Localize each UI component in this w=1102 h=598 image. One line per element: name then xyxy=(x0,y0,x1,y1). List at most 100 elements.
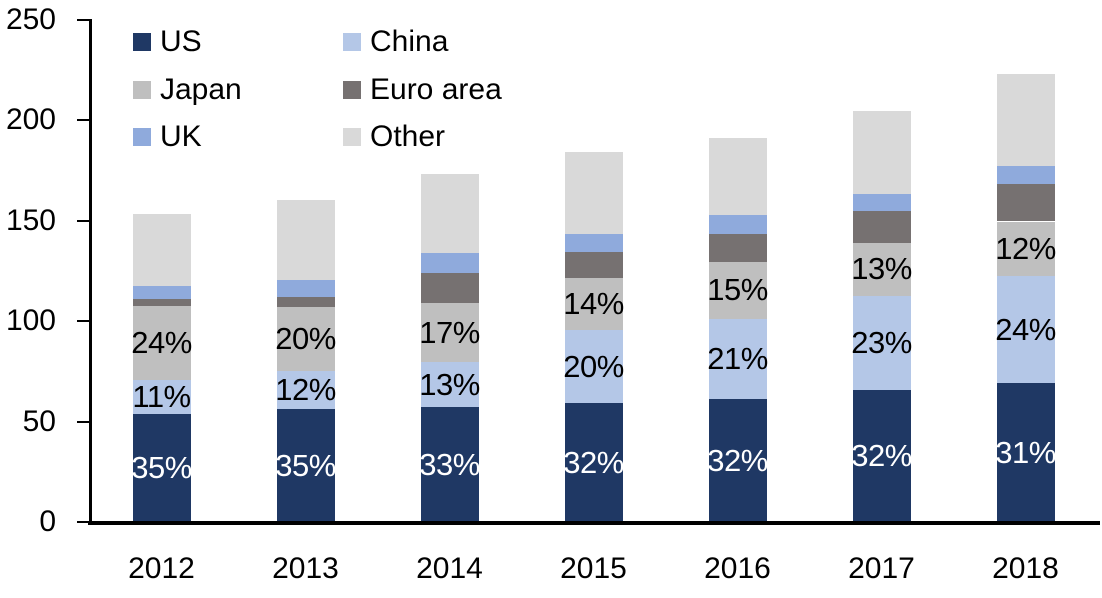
bar-label: 35% xyxy=(275,447,336,483)
bar-segment-other xyxy=(708,138,767,216)
bar-segment-uk xyxy=(132,285,191,299)
bar-segment-uk xyxy=(852,194,911,212)
y-tick-mark xyxy=(77,420,90,423)
bar-segment-japan xyxy=(276,306,335,372)
bar-segment-us xyxy=(276,409,335,522)
bar-label: 31% xyxy=(995,434,1056,470)
bar-segment-uk xyxy=(564,233,623,252)
bar-label: 13% xyxy=(419,366,480,402)
y-tick-mark xyxy=(77,219,90,222)
y-tick-label: 0 xyxy=(39,505,56,538)
bar-segment-uk xyxy=(996,166,1055,185)
bar-segment-euro-area xyxy=(564,251,623,278)
bar-label: 23% xyxy=(851,325,912,361)
legend-item-euro-area: Euro area xyxy=(343,72,502,108)
bar-segment-china xyxy=(276,371,335,410)
x-axis-label-2018: 2018 xyxy=(992,552,1059,585)
legend-item-other: Other xyxy=(343,119,445,155)
y-tick-label: 100 xyxy=(5,304,56,337)
bar-segment-us xyxy=(420,407,479,522)
bar-segment-euro-area xyxy=(852,211,911,243)
bar-segment-euro-area xyxy=(420,272,479,303)
bar-segment-uk xyxy=(708,215,767,234)
bar-label: 24% xyxy=(131,325,192,361)
y-tick-mark xyxy=(77,119,90,121)
x-axis-line xyxy=(88,521,1100,525)
bar-segment-uk xyxy=(420,252,479,273)
legend-swatch-icon xyxy=(133,80,151,99)
legend-label: US xyxy=(160,25,202,58)
bar-label: 12% xyxy=(995,230,1056,266)
bar-label: 20% xyxy=(275,321,336,357)
bar-segment-china xyxy=(852,295,911,391)
bar-segment-other xyxy=(564,152,623,234)
legend-swatch-icon xyxy=(343,128,361,146)
y-tick-label: 150 xyxy=(5,203,56,237)
bar-label: 32% xyxy=(563,444,624,480)
y-tick-mark xyxy=(77,320,90,322)
x-axis-label-2016: 2016 xyxy=(704,552,771,585)
bar-label: 32% xyxy=(707,442,768,478)
bar-segment-us xyxy=(996,383,1055,522)
legend-swatch-icon xyxy=(133,33,151,51)
y-tick-label: 200 xyxy=(5,103,56,136)
bar-segment-other xyxy=(276,200,335,280)
legend-swatch-icon xyxy=(343,33,361,51)
y-tick-mark xyxy=(77,521,90,523)
y-tick-label: 50 xyxy=(22,404,56,438)
legend-label: China xyxy=(370,25,449,58)
bar-label: 12% xyxy=(275,372,336,408)
x-axis-label-2012: 2012 xyxy=(128,552,195,585)
bar-segment-other xyxy=(996,73,1055,167)
bar-label: 33% xyxy=(419,446,480,482)
bar-segment-china xyxy=(564,330,623,404)
bar-segment-us xyxy=(852,390,911,522)
legend-swatch-icon xyxy=(133,128,151,146)
legend-item-china: China xyxy=(343,24,448,60)
y-tick-mark xyxy=(77,18,90,21)
bar-segment-euro-area xyxy=(276,296,335,307)
bar-label: 14% xyxy=(563,285,624,321)
x-axis-label-2014: 2014 xyxy=(416,552,483,585)
y-tick-label: 250 xyxy=(5,2,56,36)
legend-item-us: US xyxy=(133,24,202,60)
bar-segment-other xyxy=(420,174,479,253)
bar-segment-uk xyxy=(276,279,335,297)
bar-label: 21% xyxy=(707,341,768,377)
bar-label: 24% xyxy=(995,311,1056,347)
bar-segment-china xyxy=(708,318,767,400)
bar-segment-euro-area xyxy=(996,184,1055,222)
bar-segment-japan xyxy=(564,277,623,331)
bar-segment-us xyxy=(708,399,767,522)
bar-segment-us xyxy=(132,414,191,522)
bar-label: 13% xyxy=(851,251,912,287)
bar-segment-china xyxy=(996,275,1055,384)
bar-segment-other xyxy=(132,214,191,286)
bar-label: 17% xyxy=(419,314,480,350)
bar-label: 32% xyxy=(851,438,912,474)
legend-item-japan: Japan xyxy=(133,72,242,108)
bar-label: 15% xyxy=(707,272,768,308)
x-axis-label-2015: 2015 xyxy=(560,552,627,585)
bar-segment-japan xyxy=(420,302,479,363)
bar-segment-euro-area xyxy=(132,298,191,306)
bar-segment-other xyxy=(852,110,911,195)
x-axis-label-2013: 2013 xyxy=(272,552,339,585)
bar-label: 35% xyxy=(131,450,192,486)
y-axis-line xyxy=(89,19,92,525)
bar-segment-japan xyxy=(708,261,767,319)
legend-label: Other xyxy=(370,120,446,153)
bar-label: 11% xyxy=(132,379,191,415)
bar-segment-japan xyxy=(996,221,1055,276)
bar-segment-japan xyxy=(132,305,191,381)
bar-label: 20% xyxy=(563,348,624,384)
bar-segment-japan xyxy=(852,242,911,296)
legend-swatch-icon xyxy=(343,80,361,99)
legend-label: Japan xyxy=(160,72,242,106)
legend-label: UK xyxy=(160,120,202,153)
legend-label: Euro area xyxy=(370,72,502,106)
x-axis-label-2017: 2017 xyxy=(848,552,915,585)
bar-segment-us xyxy=(564,403,623,522)
bar-segment-euro-area xyxy=(708,233,767,262)
